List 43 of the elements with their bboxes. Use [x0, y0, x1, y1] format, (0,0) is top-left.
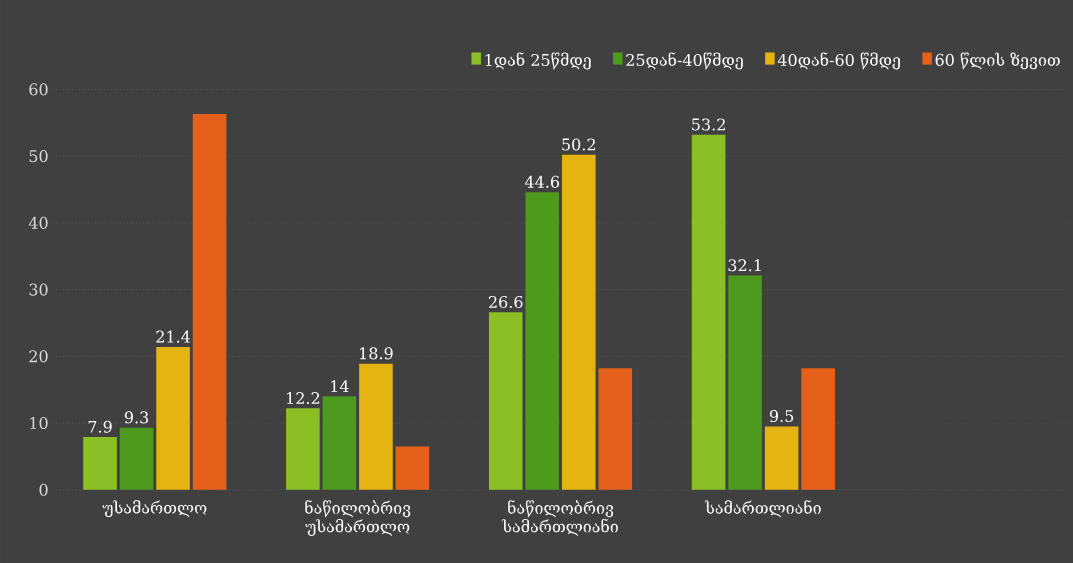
data-label: 32.1: [728, 259, 761, 272]
y-tick-label: 50: [29, 150, 48, 163]
bar: [525, 192, 560, 490]
bar: [192, 114, 227, 490]
bar: [728, 275, 762, 490]
bar: [598, 368, 633, 490]
data-label: 26.6: [489, 295, 523, 308]
bar: [322, 396, 357, 490]
legend-label: 1დან 25წმდე: [485, 52, 591, 70]
x-tick-label: უსამართლო: [102, 500, 207, 517]
y-tick-label: 10: [30, 416, 48, 430]
bar: [691, 134, 726, 490]
y-tick-label: 60: [29, 83, 48, 96]
bar: [561, 154, 596, 490]
bar: [83, 436, 117, 490]
legend-label: 25დან-40წმდე: [626, 52, 743, 70]
x-tick-label: სამართლიანი: [704, 500, 821, 518]
legend-label: 60 წლის ზევით: [935, 52, 1060, 70]
data-label: 50.2: [562, 138, 596, 151]
data-label: 7.9: [88, 420, 112, 433]
x-tick-label: ნაწილობრივ სამართლიანი: [502, 500, 618, 536]
y-tick-label: 0: [39, 483, 48, 496]
bar: [395, 446, 430, 490]
data-label: 21.4: [156, 330, 191, 343]
data-label: 44.6: [524, 175, 560, 188]
bar: [801, 368, 835, 490]
y-tick-label: 40: [28, 216, 48, 229]
legend-label: 40დან-60 წმდე: [777, 52, 900, 70]
bar: [119, 427, 154, 490]
bar: [764, 426, 799, 490]
bar: [359, 363, 393, 490]
data-label: 12.2: [287, 391, 320, 405]
data-label: 9.5: [769, 409, 794, 423]
data-label: 53.2: [692, 118, 725, 131]
x-tick-label: ნაწილობრივ უსამართლო: [305, 500, 411, 536]
bar: [488, 312, 523, 490]
data-label: 18.9: [360, 347, 393, 360]
data-label: 9.3: [124, 411, 149, 424]
y-tick-label: 20: [29, 350, 48, 363]
bar: [156, 346, 190, 490]
y-tick-label: 30: [29, 283, 48, 296]
bar: [286, 408, 320, 490]
data-label: 14: [331, 380, 349, 392]
